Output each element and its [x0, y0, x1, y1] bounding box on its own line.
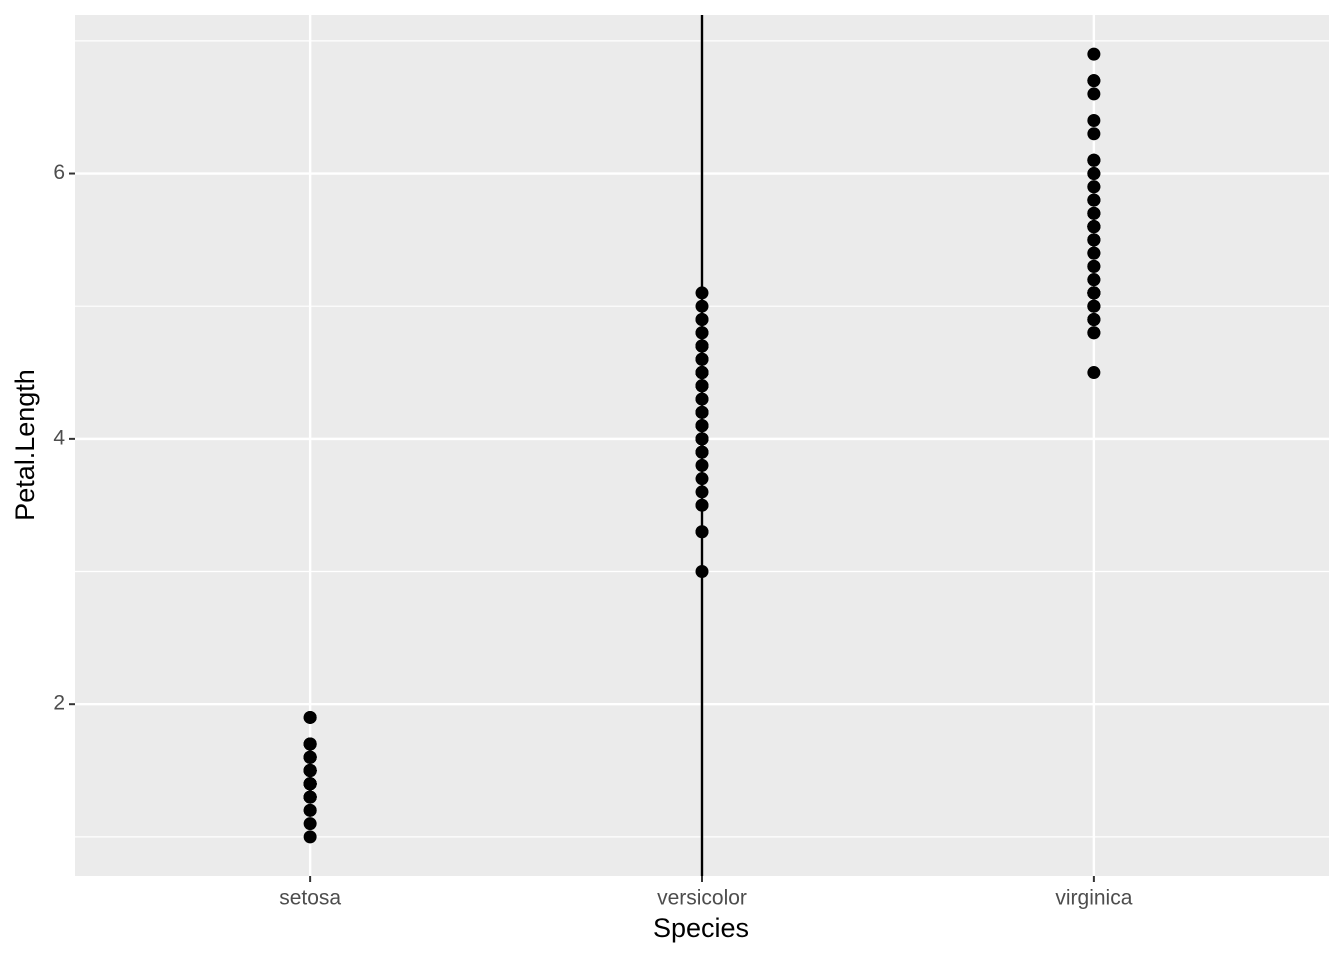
x-tick-label: virginica — [1055, 887, 1132, 910]
x-tick-label: setosa — [279, 887, 341, 910]
x-axis-title: Species — [653, 913, 749, 943]
data-point — [695, 326, 709, 340]
data-point — [695, 352, 709, 366]
data-point — [1087, 312, 1101, 326]
data-point — [695, 299, 709, 313]
data-point — [1087, 286, 1101, 300]
data-point — [1087, 74, 1101, 88]
data-point — [695, 498, 709, 512]
data-point — [695, 485, 709, 499]
data-point — [695, 339, 709, 353]
data-point — [1087, 233, 1101, 247]
x-tick-label: versicolor — [657, 887, 747, 910]
data-point — [1087, 127, 1101, 141]
data-point — [1087, 220, 1101, 234]
data-point — [1087, 167, 1101, 181]
data-point — [1087, 47, 1101, 61]
data-point — [303, 790, 317, 804]
data-point — [695, 458, 709, 472]
y-axis-title: Petal.Length — [10, 369, 40, 521]
data-point — [695, 379, 709, 393]
data-point — [1087, 366, 1101, 380]
data-point — [1087, 153, 1101, 167]
data-point — [303, 737, 317, 751]
y-tick-label: 2 — [53, 692, 65, 715]
data-point — [695, 525, 709, 539]
y-tick-label: 6 — [53, 161, 65, 184]
data-point — [695, 432, 709, 446]
data-point — [695, 286, 709, 300]
data-point — [1087, 326, 1101, 340]
data-point — [695, 472, 709, 486]
data-point — [303, 750, 317, 764]
data-point — [303, 764, 317, 778]
data-point — [303, 777, 317, 791]
data-point — [695, 392, 709, 406]
data-point — [695, 405, 709, 419]
data-point — [1087, 180, 1101, 194]
data-point — [1087, 259, 1101, 273]
data-point — [695, 445, 709, 459]
y-tick-label: 4 — [53, 426, 65, 449]
data-point — [1087, 273, 1101, 287]
data-point — [303, 710, 317, 724]
data-point — [303, 830, 317, 844]
data-point — [695, 312, 709, 326]
data-point — [1087, 193, 1101, 207]
data-point — [303, 803, 317, 817]
data-point — [695, 419, 709, 433]
data-point — [1087, 87, 1101, 101]
data-point — [1087, 246, 1101, 260]
data-point — [695, 366, 709, 380]
data-point — [1087, 206, 1101, 220]
data-point — [303, 817, 317, 831]
data-point — [1087, 113, 1101, 127]
data-point — [1087, 299, 1101, 313]
data-point — [695, 565, 709, 579]
